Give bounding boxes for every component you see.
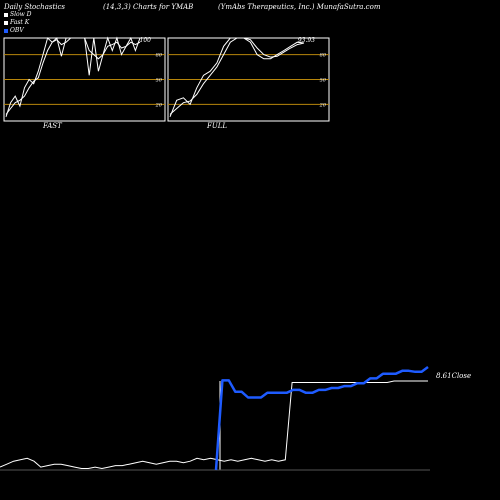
full-tick-20: 20 — [319, 102, 327, 108]
legend-swatch-slow-d — [4, 13, 8, 17]
obv-line — [214, 366, 429, 471]
legend-swatch-obv — [4, 29, 8, 33]
legend-label-obv: OBV — [10, 27, 24, 34]
full-tick-80: 80 — [320, 53, 327, 59]
chart-header-left: Daily Stochastics — [4, 3, 66, 11]
legend-swatch-fast-k — [4, 21, 8, 25]
legend-label-fast-k: Fast K — [10, 19, 30, 26]
fast-top-label: 100 — [140, 37, 152, 44]
chart-header-mid: (14,3,3) Charts for YMAB — [103, 3, 194, 11]
full-panel-label: FULL — [207, 122, 228, 130]
full-fast-k-line — [169, 37, 305, 117]
legend-label-slow-d: Slow D — [10, 11, 32, 18]
full-top-label: 93.93 — [298, 37, 315, 44]
fast-tick-80: 80 — [156, 53, 163, 59]
fast-tick-20: 20 — [155, 102, 163, 108]
legend-item-slow-d: Slow D — [4, 11, 32, 19]
close-price-line — [0, 380, 428, 470]
legend-item-fast-k: Fast K — [4, 19, 32, 27]
legend: Slow D Fast K OBV — [4, 11, 32, 35]
chart-header-right: (YmAbs Therapeutics, Inc.) MunafaSutra.c… — [218, 3, 381, 11]
full-tick-50: 50 — [320, 78, 327, 84]
fast-tick-50: 50 — [156, 78, 163, 84]
full-slow-d-line — [169, 37, 305, 115]
fast-fast-k-line — [5, 36, 141, 117]
legend-item-obv: OBV — [4, 27, 32, 35]
fast-panel-label: FAST — [43, 122, 62, 130]
close-price-label: 8.61Close — [436, 372, 472, 380]
